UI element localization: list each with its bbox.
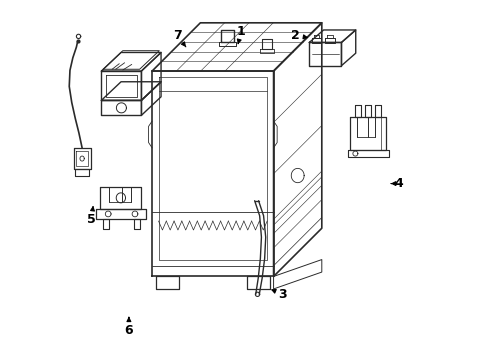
Text: 5: 5 [87,207,96,226]
Text: 4: 4 [392,177,403,190]
Text: 3: 3 [272,288,287,301]
Text: 1: 1 [237,25,246,44]
Text: 2: 2 [291,29,307,42]
Text: 6: 6 [124,318,133,337]
Text: 7: 7 [173,29,186,47]
